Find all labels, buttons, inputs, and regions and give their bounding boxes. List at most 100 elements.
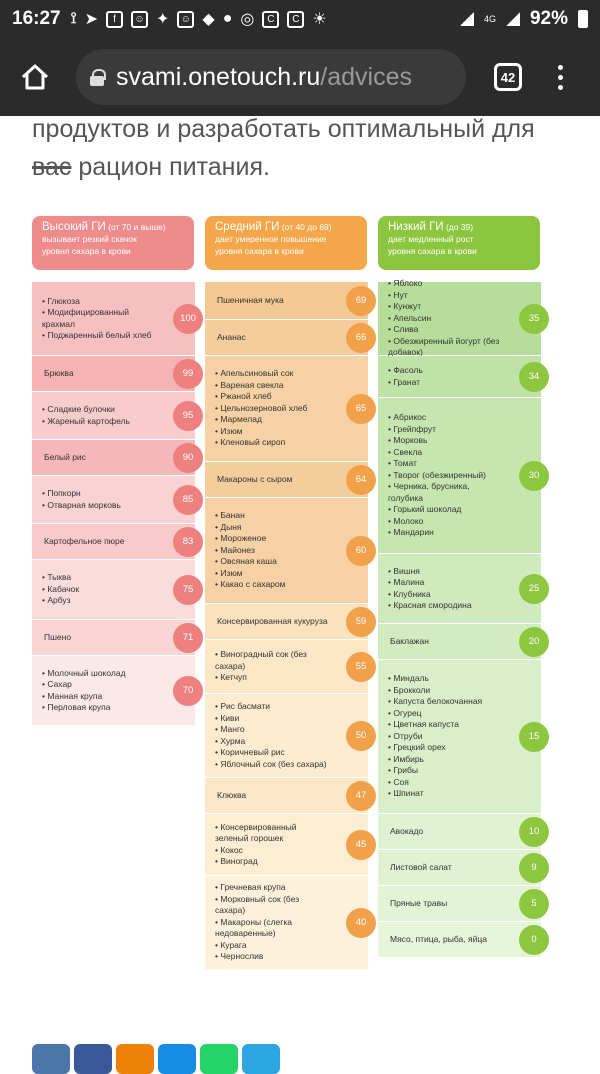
- food-label: Макароны с сыром: [217, 473, 293, 484]
- food-item: Кунжут: [388, 301, 503, 313]
- column-mid-gi: Пшеничная мука 69 Ананас 66 Апельсиновый сок…: [205, 282, 376, 970]
- gi-row-high: Сладкие булочкиЖареный картофель 95: [32, 392, 203, 440]
- gi-row-low: АбрикосГрейпфрутМорковьСвеклаТоматТворог…: [378, 398, 549, 554]
- article-line-1: продуктов и разработать оптимальный для: [32, 115, 535, 143]
- gi-row-low: Баклажан 20: [378, 624, 549, 660]
- home-icon: [21, 64, 49, 90]
- disc-icon: ●: [222, 10, 233, 27]
- gi-value-badge: 9: [519, 852, 549, 883]
- food-item: Шпинат: [388, 788, 503, 800]
- gi-row-high: ГлюкозаМодифицированный крахмалПоджаренн…: [32, 282, 203, 356]
- food-item: Кокос: [215, 845, 330, 857]
- food-item: Кетчуп: [215, 672, 330, 684]
- food-item: Слива: [388, 324, 503, 336]
- gi-row-mid: БананДыняМороженоеМайонезОвсяная кашаИзю…: [205, 498, 376, 604]
- food-item: Глюкоза: [42, 296, 157, 308]
- food-item: Вареная свекла: [215, 380, 330, 392]
- gi-row-low: Авокадо 10: [378, 814, 549, 850]
- food-item: Сладкие булочки: [42, 404, 157, 416]
- moimir-icon[interactable]: [158, 1044, 196, 1074]
- food-list: Апельсиновый сокВареная свеклаРжаной хле…: [215, 368, 330, 449]
- battery-icon: [578, 10, 588, 28]
- status-bar: 16:27 ⟟ ➤ f ☺ ✦ ☺ ◆ ● ◎ C C ☀ 4G 92%: [0, 0, 600, 38]
- gi-row-low: ФасольГранат 34: [378, 356, 549, 398]
- gi-row-low: Листовой салат 9: [378, 850, 549, 886]
- food-item: Виноград: [215, 856, 330, 868]
- facebook-icon[interactable]: [74, 1044, 112, 1074]
- gi-row-high: ПопкорнОтварная морковь 85: [32, 476, 203, 524]
- food-item: Банан: [215, 510, 330, 522]
- gi-value-badge: 45: [346, 829, 376, 860]
- c2-notif-icon: C: [287, 10, 305, 28]
- food-item: Апельсин: [388, 313, 503, 325]
- gi-value-badge: 10: [519, 816, 549, 847]
- header-high-gi: Высокий ГИ (от 70 и выше) вызывает резки…: [32, 216, 194, 270]
- address-bar[interactable]: svami.onetouch.ru/advices: [76, 49, 466, 105]
- food-item: Тыква: [42, 572, 157, 584]
- food-item: Гранат: [388, 377, 503, 389]
- food-item: Перловая крупа: [42, 702, 157, 714]
- food-label: Белый рис: [44, 451, 86, 462]
- food-item: Молочный шоколад: [42, 668, 157, 680]
- food-item: Киви: [215, 713, 330, 725]
- gi-value-badge: 40: [346, 907, 376, 938]
- gi-value-badge: 85: [173, 484, 203, 515]
- food-list: Гречневая крупаМорковный сок (без сахара…: [215, 882, 330, 963]
- lock-icon: [90, 69, 106, 86]
- whatsapp-icon[interactable]: [200, 1044, 238, 1074]
- gi-value-badge: 47: [346, 780, 376, 811]
- food-label: Пшеничная мука: [217, 294, 284, 305]
- gi-value-badge: 69: [346, 285, 376, 316]
- food-item: Коричневый рис: [215, 747, 330, 759]
- weather-icon: ☀: [312, 11, 327, 28]
- food-label: Консервированная кукуруза: [217, 615, 328, 626]
- odnoklassniki-icon[interactable]: [116, 1044, 154, 1074]
- food-list: ТыкваКабачокАрбуз: [42, 572, 157, 607]
- gi-value-badge: 0: [519, 924, 549, 955]
- home-button[interactable]: [16, 58, 54, 96]
- food-item: Морковь: [388, 435, 503, 447]
- food-item: Дыня: [215, 522, 330, 534]
- gi-value-badge: 90: [173, 442, 203, 473]
- food-item: Грецкий орех: [388, 742, 503, 754]
- vk-icon[interactable]: [32, 1044, 70, 1074]
- food-item: Красная смородина: [388, 600, 503, 612]
- food-list: ФасольГранат: [388, 365, 503, 388]
- food-item: Сахар: [42, 679, 157, 691]
- gi-row-mid: Пшеничная мука 69: [205, 282, 376, 320]
- gi-value-badge: 66: [346, 322, 376, 353]
- gi-row-mid: Виноградный сок (без сахара)Кетчуп 55: [205, 640, 376, 694]
- food-item: Курага: [215, 940, 330, 952]
- notification-icons: ⟟ ➤ f ☺ ✦ ☺ ◆ ● ◎ C C ☀: [71, 9, 327, 29]
- food-label: Клюква: [217, 789, 247, 800]
- telegram-notif-icon: ➤: [84, 11, 98, 28]
- food-item: Майонез: [215, 545, 330, 557]
- status-time: 16:27: [12, 8, 61, 29]
- gi-row-low: ВишняМалинаКлубникаКрасная смородина 25: [378, 554, 549, 624]
- food-label: Баклажан: [390, 635, 429, 646]
- food-item: Мандарин: [388, 527, 503, 539]
- tabs-button[interactable]: 42: [494, 63, 522, 91]
- gi-value-badge: 25: [519, 573, 549, 604]
- gi-row-mid: Гречневая крупаМорковный сок (без сахара…: [205, 876, 376, 970]
- food-item: Изюм: [215, 426, 330, 438]
- telegram-icon[interactable]: [242, 1044, 280, 1074]
- food-item: Гречневая крупа: [215, 882, 330, 894]
- food-item: Грейпфрут: [388, 424, 503, 436]
- food-item: Овсяная каша: [215, 556, 330, 568]
- gi-value-badge: 30: [519, 460, 549, 491]
- gi-row-high: Молочный шоколадСахарМанная крупаПерлова…: [32, 656, 203, 726]
- browser-toolbar: svami.onetouch.ru/advices 42: [0, 38, 600, 116]
- food-item: Малина: [388, 577, 503, 589]
- header-low-gi: Низкий ГИ (до 39) дает медленный рост ур…: [378, 216, 540, 270]
- gi-row-mid: Клюква 47: [205, 778, 376, 814]
- food-label: Мясо, птица, рыба, яйца: [390, 933, 487, 944]
- column-low-gi: ЯблокоНутКунжутАпельсинСливаОбезжиренный…: [378, 278, 549, 958]
- gi-value-badge: 59: [346, 606, 376, 637]
- gi-row-high: ТыкваКабачокАрбуз 75: [32, 560, 203, 620]
- food-list: ПопкорнОтварная морковь: [42, 488, 157, 511]
- food-list: БананДыняМороженоеМайонезОвсяная кашаИзю…: [215, 510, 330, 591]
- food-item: Обезжиренный йогурт (без добавок): [388, 336, 503, 359]
- gi-row-mid: Рис басматиКивиМангоХурмаКоричневый рисЯ…: [205, 694, 376, 778]
- overflow-menu-button[interactable]: [558, 64, 564, 90]
